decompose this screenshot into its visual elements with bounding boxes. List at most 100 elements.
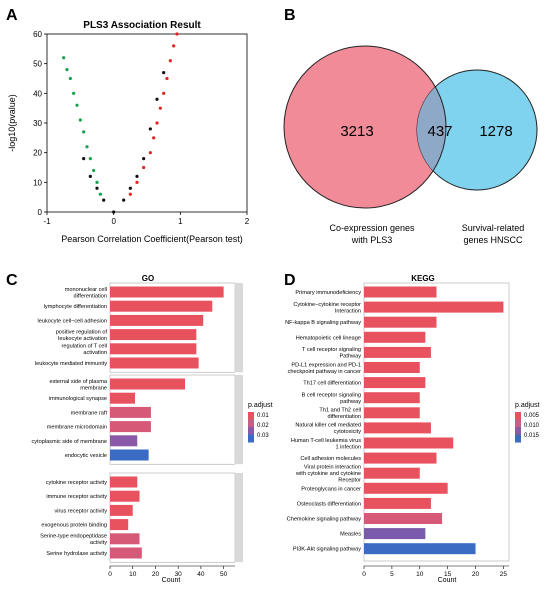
x-tick-label: 15 [444, 571, 452, 578]
volcano-point [95, 180, 99, 184]
bar-label: virus receptor activity [54, 508, 107, 514]
bar-label: cytokine receptor activity [46, 480, 107, 486]
bar [110, 421, 151, 433]
venn-overlap-count: 437 [427, 123, 452, 140]
legend-tick-label: 0.02 [257, 423, 269, 429]
bar-label: Hematopoietic cell lineage [296, 335, 361, 341]
bar [110, 300, 213, 312]
bar [364, 331, 426, 343]
volcano-point [78, 118, 82, 122]
kegg-title: KEGG [411, 274, 435, 283]
panel-b-letter: B [284, 7, 296, 24]
volcano-point [85, 145, 89, 149]
volcano-ytick-label: 60 [33, 30, 42, 39]
kegg-xlabel: Count [438, 577, 457, 584]
volcano-ytick-label: 40 [33, 89, 42, 98]
bar [364, 407, 420, 419]
volcano-plot: PLS3 Association Result -1 0 1 201020304050… [7, 20, 250, 244]
x-tick-label: 25 [500, 571, 508, 578]
legend-color-step [248, 434, 254, 443]
bar-label: regulation of T cell activation [61, 344, 107, 357]
bar-label: membrane microdomain [47, 425, 107, 431]
volcano-xtick-label: 2 [245, 217, 250, 226]
bar [364, 482, 448, 494]
volcano-point [168, 59, 172, 63]
bar [364, 437, 454, 449]
facet-strip [235, 283, 243, 373]
bar [364, 543, 476, 555]
go-xlabel: Count [162, 577, 181, 584]
volcano-point [152, 136, 156, 140]
legend-color-step [515, 412, 521, 420]
bar [110, 490, 140, 502]
bar-label: NF-kappa B signaling pathway [285, 320, 361, 326]
bar [364, 392, 420, 404]
x-tick-label: 0 [108, 571, 112, 578]
bar-label: positive regulation of leukocyte activati… [56, 329, 108, 342]
bar [364, 528, 426, 540]
kegg-legend-title: p.adjust [515, 402, 540, 409]
bar-label: Measles [340, 532, 361, 538]
bar-label: membrane raft [71, 410, 108, 416]
bar [110, 449, 149, 461]
volcano-point [175, 32, 179, 36]
go-legend-title: p.adjust [248, 402, 273, 409]
bar [364, 467, 420, 479]
venn-overlap [417, 70, 447, 190]
bar [364, 513, 443, 524]
legend-tick-label: 0.01 [257, 413, 269, 419]
panel-c-letter: C [6, 272, 18, 289]
kegg-bar-chart: KEGG Primary immunodeficiency Cytokine−cy… [285, 274, 540, 584]
volcano-point [148, 151, 152, 155]
x-tick-label: 50 [220, 571, 228, 578]
bar [110, 504, 133, 516]
bar [364, 422, 431, 434]
bar-label: endocytic vesicle [65, 453, 107, 459]
legend-color-step [515, 419, 521, 428]
bar-label: leukocyte mediated immunity [35, 361, 107, 367]
volcano-ytick-label: 50 [33, 60, 42, 69]
bar [110, 343, 197, 355]
bar [364, 377, 426, 389]
bar-label: PI3K-Akt signaling pathway [293, 547, 361, 553]
bar [110, 435, 138, 447]
bar-label: cytoplasmic side of membrane [31, 439, 107, 445]
bar-label: Proteoglycans in cancer [301, 486, 361, 492]
venn-right-label-line2: genes HNSCC [463, 235, 523, 245]
x-tick-label: 10 [416, 571, 424, 578]
legend-tick-label: 0.010 [524, 423, 540, 429]
bar [364, 362, 420, 373]
bar [110, 519, 129, 531]
bar [110, 392, 135, 404]
volcano-point [68, 76, 72, 81]
bar-label: Chemokine signaling pathway [287, 517, 362, 523]
volcano-xtick-label: 1 [178, 217, 183, 226]
panel-a-letter: A [6, 7, 18, 24]
legend-tick-label: 0.015 [524, 433, 540, 439]
legend-color-step [248, 412, 254, 420]
bar-label: Primary immunodeficiency [295, 290, 361, 296]
bar [364, 346, 431, 358]
venn-left-label-line2: with PLS3 [351, 235, 393, 245]
volcano-point [142, 165, 146, 170]
volcano-point [158, 106, 162, 110]
volcano-point [128, 186, 132, 190]
legend-tick-label: 0.005 [524, 413, 540, 419]
volcano-xtick-label: 0 [111, 217, 116, 226]
kegg-frame [363, 282, 510, 562]
volcano-ytick-label: 0 [38, 208, 43, 217]
bar [110, 314, 204, 326]
facet-strip [235, 375, 243, 465]
bar-label: B cell receptor signaling pathway [302, 392, 362, 405]
bar-label: leukocyte cell−cell adhesion [38, 318, 108, 324]
volcano-point [88, 157, 92, 161]
bar [364, 286, 437, 298]
bar [110, 406, 151, 418]
bar-label: immunological synapse [49, 396, 107, 402]
volcano-point [162, 70, 166, 75]
bar-label: PD-L1 expression and PD-1 checkpoint path… [288, 362, 362, 375]
volcano-point [155, 121, 159, 125]
bar-label: Serine-type endopeptidase activity [40, 534, 107, 547]
bar-label: Natural killer cell mediated cytotoxicity [295, 423, 361, 436]
